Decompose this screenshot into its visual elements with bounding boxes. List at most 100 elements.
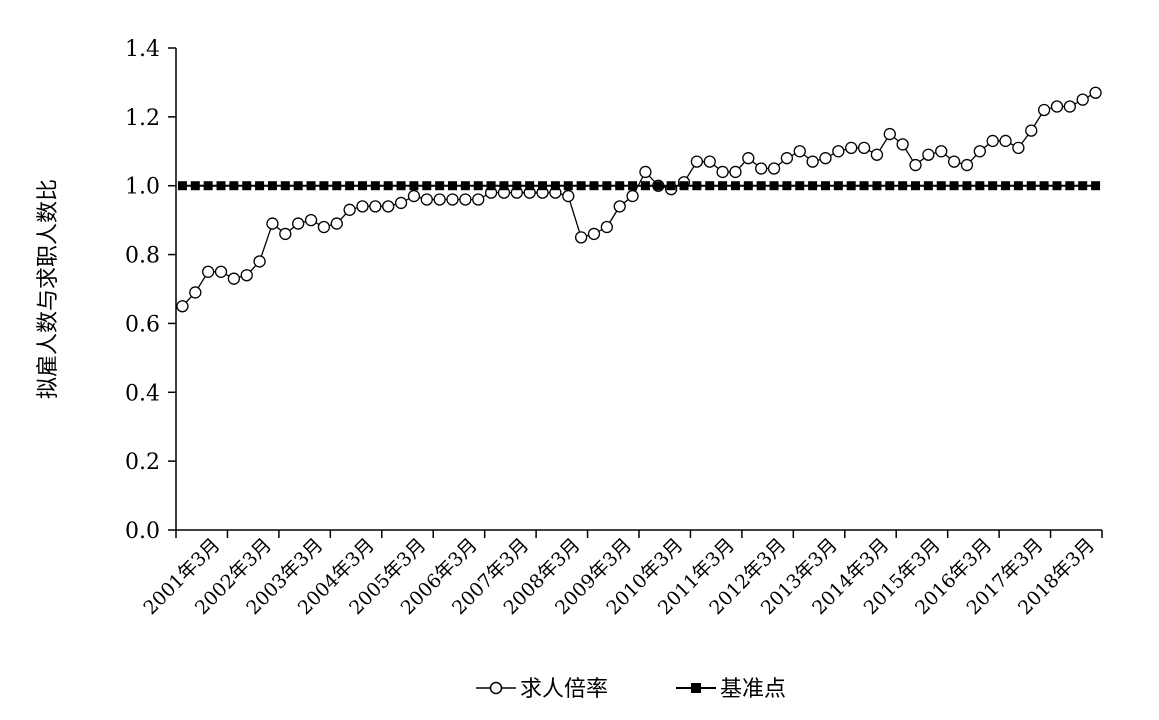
- series-1-point: [718, 181, 728, 191]
- series-1-point: [885, 181, 895, 191]
- series-0-point: [369, 200, 382, 213]
- series-0-point: [472, 193, 485, 206]
- series-0-point: [1012, 141, 1025, 154]
- series-0-point: [343, 203, 356, 216]
- series-0-point: [202, 265, 215, 278]
- y-tick-label: 0.0: [125, 519, 160, 544]
- legend-marker-circle: [489, 681, 503, 695]
- series-1-point: [1026, 181, 1036, 191]
- series-1-point: [628, 181, 638, 191]
- series-0-point: [394, 196, 408, 210]
- series-0-point: [253, 255, 266, 268]
- series-0-point: [639, 165, 652, 179]
- series-1-point: [190, 181, 200, 191]
- series-1-point: [859, 181, 869, 191]
- series-1-point: [1091, 181, 1101, 191]
- series-1-point: [949, 181, 959, 191]
- series-1-point: [280, 181, 290, 191]
- series-0-point: [870, 148, 884, 161]
- series-0-point: [896, 138, 909, 151]
- series-1-point: [679, 181, 689, 191]
- legend: 求人倍率 基准点: [476, 677, 786, 702]
- series-1-point: [203, 181, 213, 191]
- series-1-point: [319, 181, 329, 191]
- series-1-point: [962, 181, 972, 191]
- series-0-point: [446, 193, 459, 206]
- series-0-point: [279, 227, 292, 241]
- series-0-point: [973, 145, 986, 158]
- series-1-point: [1001, 181, 1011, 191]
- series-0-point: [330, 217, 343, 230]
- series-1-point: [409, 181, 419, 191]
- series-1-point: [988, 181, 998, 191]
- series-0-point: [922, 148, 935, 161]
- legend-marker-square: [691, 683, 701, 693]
- series-0-point: [986, 134, 999, 148]
- series-0-point: [999, 134, 1012, 148]
- series-1-point: [1039, 181, 1049, 191]
- series-layer: [176, 86, 1102, 313]
- series-1-point: [332, 181, 342, 191]
- series-1-point: [975, 181, 985, 191]
- series-0-point: [356, 200, 369, 213]
- series-1-point: [756, 181, 766, 191]
- series-1-point: [293, 181, 303, 191]
- series-0-point: [420, 193, 433, 206]
- series-1-point: [267, 181, 277, 191]
- series-0-point: [690, 155, 704, 168]
- series-0-point: [819, 152, 832, 165]
- series-0-point: [176, 300, 189, 313]
- series-1-point: [602, 181, 612, 191]
- series-0-point: [806, 155, 819, 168]
- series-0-point: [1037, 103, 1051, 117]
- series-line-0: [181, 92, 1096, 307]
- series-1-point: [589, 181, 599, 191]
- series-0-point: [1050, 100, 1064, 113]
- axes: [175, 48, 1102, 531]
- series-1-point: [705, 181, 715, 191]
- series-1-point: [833, 181, 843, 191]
- series-1-point: [357, 181, 367, 191]
- series-1-point: [653, 181, 663, 191]
- series-1-point: [898, 181, 908, 191]
- series-1-point: [216, 181, 226, 191]
- series-1-point: [936, 181, 946, 191]
- series-0-point: [240, 269, 253, 282]
- series-1-point: [615, 181, 625, 191]
- series-0-point: [1063, 100, 1076, 113]
- series-0-point: [214, 265, 228, 278]
- series-0-point: [459, 193, 472, 206]
- series-0-point: [613, 200, 626, 213]
- series-1-point: [782, 181, 792, 191]
- series-1-point: [640, 181, 650, 191]
- y-tick-label: 1.2: [125, 106, 160, 131]
- series-0-point: [266, 217, 279, 230]
- legend-item-0: 求人倍率: [476, 677, 608, 702]
- y-tick-label: 0.2: [125, 450, 160, 475]
- series-1-point: [1078, 181, 1088, 191]
- series-0-point: [832, 145, 845, 158]
- series-1-point: [486, 181, 496, 191]
- series-1-point: [846, 181, 856, 191]
- series-1-point: [525, 181, 535, 191]
- series-1-point: [576, 181, 586, 191]
- series-1-point: [422, 181, 432, 191]
- series-1-point: [820, 181, 830, 191]
- series-0-point: [767, 162, 781, 175]
- series-1-point: [808, 181, 818, 191]
- series-0-point: [304, 213, 318, 227]
- legend-label-1: 基准点: [720, 677, 786, 702]
- series-0-point: [382, 200, 395, 213]
- series-1-point: [769, 181, 779, 191]
- series-1-point: [306, 181, 316, 191]
- series-0-point: [562, 189, 575, 203]
- series-0-point: [960, 158, 974, 172]
- series-1-point: [1013, 181, 1023, 191]
- series-1-point: [383, 181, 393, 191]
- series-1-point: [512, 181, 522, 191]
- series-0-point: [793, 145, 806, 158]
- legend-item-1: 基准点: [676, 677, 786, 702]
- series-0-point: [407, 189, 421, 203]
- series-0-point: [227, 272, 241, 285]
